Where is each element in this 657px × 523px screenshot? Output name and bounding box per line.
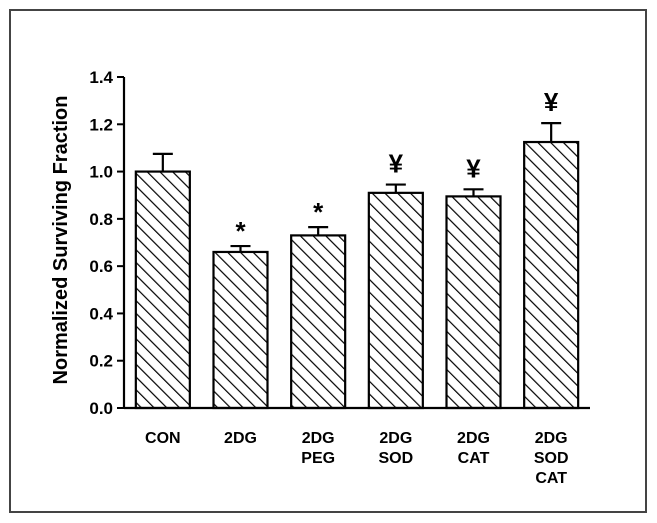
y-tick-label: 0.4 [89, 304, 113, 323]
y-tick-label: 1.0 [89, 163, 113, 182]
bar [212, 250, 269, 410]
bar [367, 191, 424, 410]
bar [523, 140, 580, 410]
y-tick-label: 0.8 [89, 210, 113, 229]
significance-marker: ¥ [544, 87, 559, 117]
x-tick-label: 2DG SOD CAT [534, 430, 569, 487]
significance-marker: * [313, 197, 324, 227]
x-tick-label: 2DG PEG [301, 430, 335, 467]
bar [134, 170, 191, 410]
y-tick-label: 0.2 [89, 352, 113, 371]
y-tick-label: 1.4 [89, 68, 113, 87]
bar [445, 195, 502, 410]
bar [290, 234, 347, 410]
y-tick-label: 0.0 [89, 399, 113, 418]
x-tick-label: 2DG CAT [457, 430, 490, 467]
y-tick-label: 0.6 [89, 257, 113, 276]
y-tick-label: 1.2 [89, 115, 113, 134]
y-axis-title: Normalized Surviving Fraction [50, 96, 72, 385]
significance-marker: * [235, 216, 246, 246]
x-tick-label: 2DG SOD [378, 430, 413, 467]
significance-marker: ¥ [389, 149, 404, 179]
x-tick-label: CON [145, 430, 181, 447]
significance-marker: ¥ [466, 153, 481, 183]
x-tick-label: 2DG [224, 430, 257, 447]
